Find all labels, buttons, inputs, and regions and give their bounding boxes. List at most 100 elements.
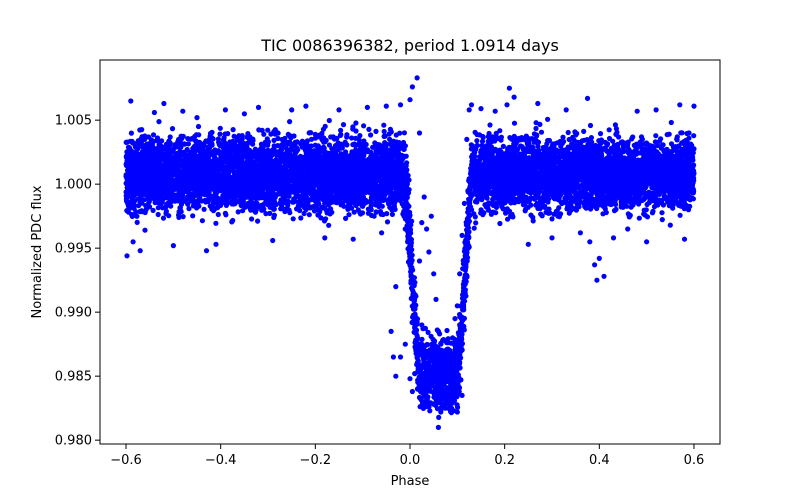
data-point (379, 230, 385, 236)
data-point (545, 199, 551, 205)
data-point (161, 100, 167, 107)
data-point (128, 98, 134, 104)
data-point (433, 296, 439, 302)
data-point (386, 131, 392, 137)
data-point (653, 107, 659, 113)
data-point (124, 253, 130, 259)
data-point (560, 134, 566, 140)
data-point (533, 120, 539, 126)
data-point (649, 210, 656, 216)
data-point (487, 122, 493, 128)
data-point (199, 218, 205, 224)
data-point (601, 273, 607, 279)
data-point (289, 107, 295, 113)
data-point (587, 122, 594, 129)
data-point (466, 107, 472, 113)
data-point (667, 222, 673, 228)
data-point (270, 237, 276, 244)
data-point (203, 138, 209, 144)
data-point (401, 130, 407, 136)
data-point (143, 203, 149, 209)
data-point (582, 204, 588, 210)
data-point (265, 127, 271, 133)
data-point (323, 216, 329, 222)
data-point (151, 109, 157, 116)
data-point (222, 107, 228, 113)
data-point (414, 75, 420, 81)
data-point (353, 128, 359, 134)
data-point (644, 239, 650, 245)
data-point (459, 232, 465, 238)
data-point (350, 236, 356, 242)
data-point (433, 402, 439, 408)
data-point (213, 220, 219, 226)
data-point (287, 119, 293, 125)
data-point (419, 220, 425, 226)
data-point (124, 208, 130, 214)
data-point (677, 102, 683, 108)
data-point (679, 130, 685, 136)
data-point (596, 255, 602, 261)
data-point (130, 239, 136, 245)
data-point (383, 103, 389, 109)
data-point (416, 130, 423, 136)
data-point (493, 130, 499, 136)
data-point (407, 97, 413, 103)
data-point (457, 271, 463, 277)
data-point (426, 249, 432, 255)
data-point (606, 127, 612, 133)
data-point (203, 248, 210, 254)
data-point (466, 211, 472, 218)
data-point (511, 120, 518, 126)
data-point (535, 100, 541, 107)
data-point (594, 277, 600, 283)
data-point (255, 104, 262, 110)
data-point (582, 199, 588, 205)
data-point (625, 226, 631, 232)
data-point (573, 132, 579, 138)
data-point (435, 424, 441, 430)
data-point (137, 248, 143, 254)
data-point (681, 236, 688, 242)
data-point (416, 394, 423, 401)
data-point (322, 235, 328, 241)
data-point (397, 102, 404, 108)
data-point (146, 199, 152, 205)
data-point (241, 111, 247, 117)
data-point (504, 102, 510, 108)
data-point (468, 102, 475, 108)
data-point (563, 107, 569, 113)
data-point (474, 138, 480, 144)
data-points-layer (123, 75, 697, 430)
data-point (525, 241, 531, 247)
data-point (267, 210, 273, 216)
data-point (336, 107, 342, 113)
data-point (326, 117, 332, 124)
data-point (258, 141, 264, 147)
data-point (409, 84, 415, 90)
data-point (239, 133, 245, 139)
data-point (128, 130, 134, 136)
data-point (436, 414, 442, 420)
data-point (416, 258, 423, 264)
data-point (610, 235, 617, 241)
data-point (170, 243, 176, 249)
data-point (634, 108, 640, 114)
data-point (407, 376, 413, 382)
data-point (588, 135, 595, 141)
data-point (194, 115, 200, 121)
data-point (424, 226, 430, 232)
data-point (545, 116, 551, 122)
data-point (452, 316, 458, 322)
data-point (181, 197, 187, 203)
data-point (592, 262, 598, 268)
data-point (388, 328, 394, 334)
data-point (506, 85, 512, 91)
data-point (389, 211, 395, 217)
data-point (185, 141, 191, 147)
data-point (349, 135, 355, 141)
data-point (464, 136, 470, 142)
data-point (577, 230, 584, 236)
data-point (290, 216, 296, 222)
